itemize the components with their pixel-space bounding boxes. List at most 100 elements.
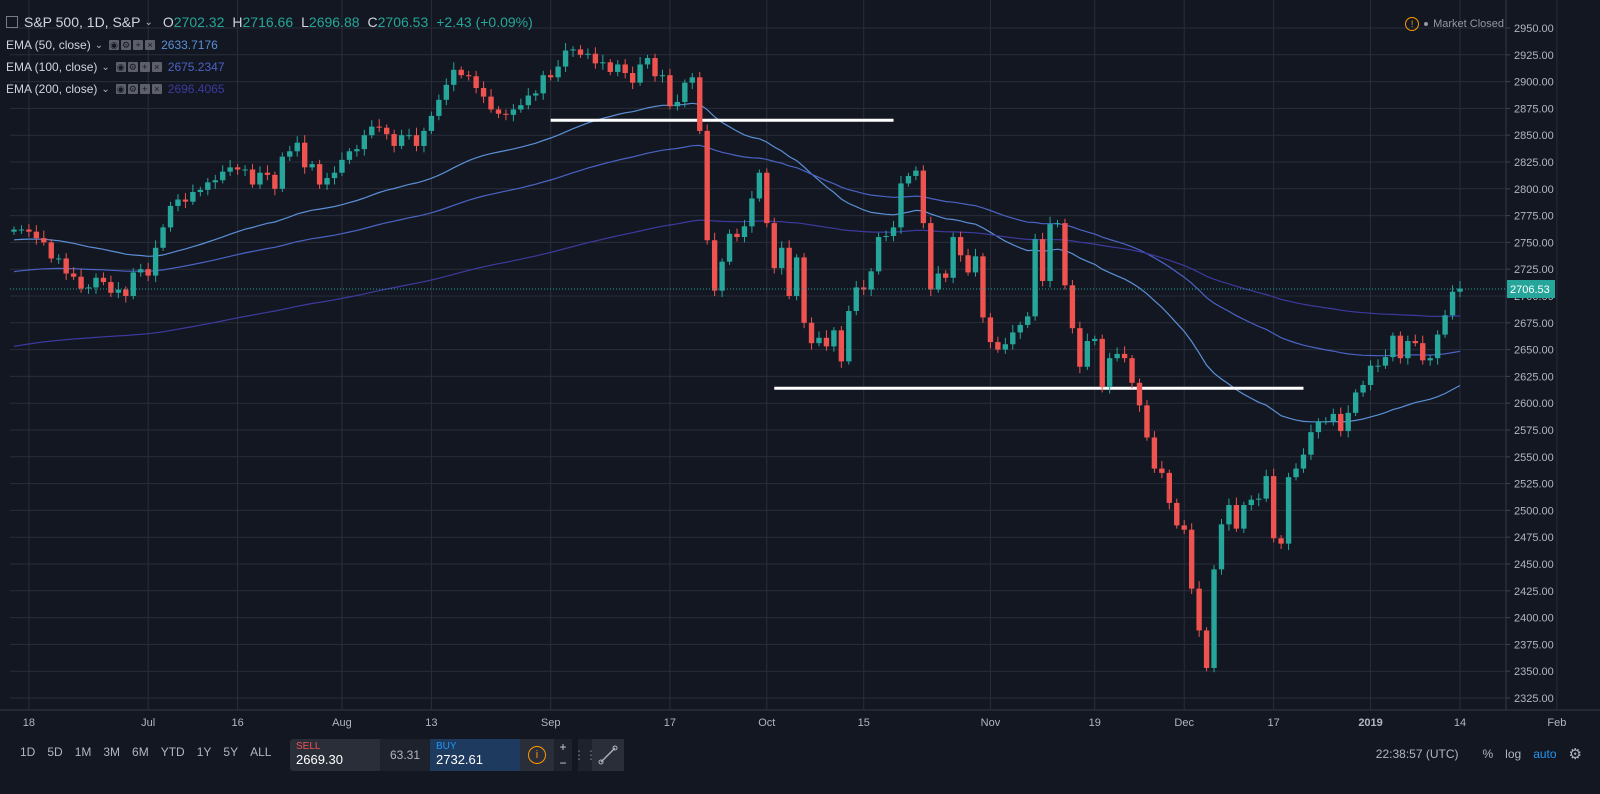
- time-tick-label: Sep: [541, 717, 561, 729]
- info-icon: i: [528, 746, 546, 764]
- candle-body: [1367, 365, 1374, 385]
- change-value: +2.43 (+0.09%): [436, 14, 533, 30]
- candle-body: [56, 258, 62, 260]
- chevron-down-icon[interactable]: ⌄: [101, 83, 110, 95]
- price-tick-label: 2500.00: [1514, 505, 1554, 517]
- percent-scale-toggle[interactable]: %: [1482, 747, 1494, 761]
- range-5y-button[interactable]: 5Y: [223, 745, 239, 759]
- candle-body: [1263, 476, 1269, 499]
- spread-value: 63.31: [380, 739, 430, 771]
- range-ytd-button[interactable]: YTD: [160, 745, 185, 759]
- gear-icon[interactable]: ⚙: [121, 40, 132, 50]
- range-6m-button[interactable]: 6M: [132, 745, 149, 759]
- hide-series-icon[interactable]: [6, 16, 18, 28]
- candle-body: [689, 77, 695, 83]
- drawn-lines: [550, 118, 1304, 390]
- candle-body: [861, 287, 867, 290]
- sell-label: SELL: [296, 741, 321, 752]
- sell-price: 2669.30: [296, 752, 343, 767]
- trend-line-tool-button[interactable]: [592, 739, 624, 771]
- indicator-ema-50[interactable]: EMA (50, close) ⌄ ◉ ⚙ + × 2633.7176: [6, 34, 541, 56]
- candle-body: [160, 227, 166, 248]
- candle-body: [451, 69, 457, 85]
- candle-body: [443, 84, 449, 100]
- quantity-stepper[interactable]: + −: [554, 739, 572, 771]
- candle-body: [78, 276, 84, 289]
- price-tick-label: 2800.00: [1514, 184, 1554, 196]
- chevron-down-icon[interactable]: ⌄: [144, 16, 153, 28]
- candle-body: [1099, 338, 1105, 388]
- close-icon[interactable]: ×: [145, 40, 156, 50]
- time-tick-label: 17: [1268, 717, 1280, 729]
- candle-body: [1315, 421, 1322, 433]
- info-button[interactable]: i: [520, 739, 554, 771]
- time-tick-label: Dec: [1174, 717, 1194, 729]
- plus-icon[interactable]: +: [133, 40, 144, 50]
- range-1y-button[interactable]: 1Y: [196, 745, 212, 759]
- candle-body: [1345, 412, 1351, 432]
- symbol-title[interactable]: S&P 500, 1D, S&P: [24, 14, 141, 30]
- candle-body: [533, 93, 539, 96]
- candle-body: [1196, 588, 1202, 631]
- plus-icon[interactable]: +: [139, 84, 150, 94]
- candle-body: [294, 142, 300, 152]
- candle-body: [697, 77, 703, 131]
- range-5d-button[interactable]: 5D: [47, 745, 63, 759]
- candle-body: [868, 271, 874, 290]
- candle-body: [1144, 405, 1150, 438]
- auto-scale-toggle[interactable]: auto: [1533, 747, 1557, 761]
- candle-body: [242, 169, 248, 171]
- candle-body: [220, 171, 226, 181]
- eye-icon[interactable]: ◉: [115, 62, 126, 72]
- candle-body: [1427, 358, 1433, 361]
- plus-icon[interactable]: +: [559, 740, 567, 754]
- gear-icon[interactable]: ⚙: [1568, 746, 1582, 763]
- candle-body: [1397, 335, 1404, 359]
- open-label: O: [162, 14, 174, 30]
- candle-body: [1330, 413, 1336, 422]
- candle-body: [1293, 468, 1299, 478]
- candlestick-series: [11, 43, 1463, 673]
- candle-body: [1420, 343, 1426, 361]
- price-tick-label: 2850.00: [1514, 130, 1554, 142]
- high-label: H: [232, 14, 243, 30]
- candle-body: [1106, 358, 1113, 388]
- candle-body: [570, 49, 576, 51]
- plus-icon[interactable]: +: [139, 62, 150, 72]
- candle-body: [182, 199, 189, 202]
- indicator-label[interactable]: EMA (200, close): [6, 82, 98, 96]
- candle-body: [972, 256, 979, 273]
- range-1m-button[interactable]: 1M: [74, 745, 92, 759]
- bottom-toolbar: 1D 5D 1M 3M 6M YTD 1Y 5Y ALL SELL 2669.3…: [0, 737, 1600, 794]
- eye-icon[interactable]: ◉: [115, 84, 126, 94]
- candle-body: [1129, 358, 1135, 383]
- ema-200-line: [13, 219, 1461, 347]
- chevron-down-icon[interactable]: ⌄: [94, 39, 104, 51]
- sell-button[interactable]: SELL 2669.30: [290, 739, 380, 771]
- close-icon[interactable]: ×: [151, 62, 162, 72]
- candle-body: [525, 95, 531, 106]
- range-1d-button[interactable]: 1D: [20, 745, 36, 759]
- candle-body: [1032, 239, 1038, 317]
- indicator-ema-200[interactable]: EMA (200, close) ⌄ ◉ ⚙ + × 2696.4065: [6, 78, 541, 100]
- buy-button[interactable]: BUY 2732.61: [430, 739, 520, 771]
- gear-icon[interactable]: ⚙: [127, 62, 138, 72]
- log-scale-toggle[interactable]: log: [1505, 747, 1522, 761]
- price-tick-label: 2875.00: [1514, 103, 1554, 115]
- indicator-label[interactable]: EMA (50, close): [6, 38, 91, 52]
- range-3m-button[interactable]: 3M: [103, 745, 121, 759]
- chevron-down-icon[interactable]: ⌄: [101, 61, 110, 73]
- candle-body: [495, 109, 502, 114]
- minus-icon[interactable]: −: [559, 756, 567, 770]
- indicator-ema-100[interactable]: EMA (100, close) ⌄ ◉ ⚙ + × 2675.2347: [6, 56, 541, 78]
- gear-icon[interactable]: ⚙: [127, 84, 138, 94]
- candle-body: [607, 62, 613, 72]
- drag-handle-icon[interactable]: ⋮⋮: [573, 739, 597, 771]
- range-all-button[interactable]: ALL: [250, 745, 272, 759]
- indicator-label[interactable]: EMA (100, close): [6, 60, 98, 74]
- candle-body: [1412, 341, 1418, 344]
- close-icon[interactable]: ×: [151, 84, 162, 94]
- candle-body: [816, 337, 822, 344]
- eye-icon[interactable]: ◉: [109, 40, 120, 50]
